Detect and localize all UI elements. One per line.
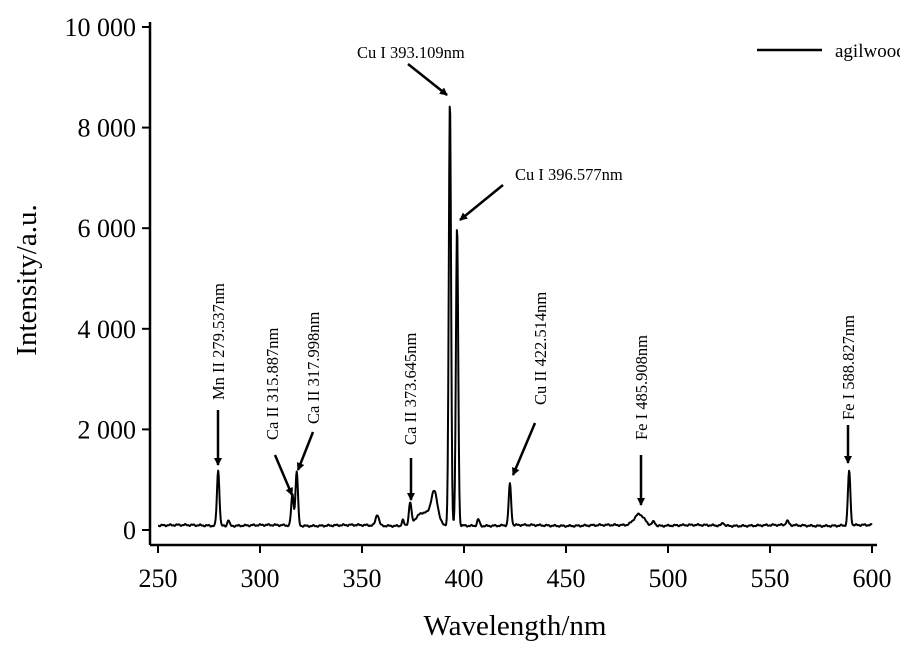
peak-annotation-label: Fe I 588.827nm: [839, 315, 858, 420]
peak-annotation-arrow: [296, 431, 315, 471]
x-tick-label: 250: [139, 564, 178, 593]
x-tick-label: 400: [445, 564, 484, 593]
y-tick-label: 8 000: [78, 114, 137, 143]
x-tick-label: 550: [751, 564, 790, 593]
x-axis-label: Wavelength/nm: [424, 610, 607, 642]
x-tick-label: 300: [241, 564, 280, 593]
peak-annotation-label: Ca II 315.887nm: [263, 328, 282, 440]
series-layer: [157, 105, 873, 528]
y-tick-label: 2 000: [78, 415, 137, 444]
x-tick-label: 450: [547, 564, 586, 593]
axes: 250 300 350 400 450 500 550 600 0 2 000 4 000 6 000…: [65, 13, 892, 593]
x-tick-label: 600: [853, 564, 892, 593]
legend-label-agilwood: agilwood: [835, 41, 900, 62]
peak-annotation-arrow: [407, 63, 448, 96]
peak-annotation-label: Cu I 396.577nm: [515, 165, 623, 184]
peak-annotation-arrow: [273, 454, 294, 496]
annotations-layer: Mn II 279.537nm Ca II 315.887nm Ca II 317.…: [209, 43, 858, 506]
series-line-agilwood: [157, 105, 873, 528]
peak-annotation-arrow: [511, 422, 537, 476]
peak-annotation-label: Cu II 422.514nm: [531, 292, 550, 405]
peak-annotation-label: Ca II 373.645nm: [401, 333, 420, 445]
peak-annotation-label: Ca II 317.998nm: [304, 312, 323, 424]
y-tick-label: 10 000: [65, 13, 137, 42]
peak-annotation-label: Cu I 393.109nm: [357, 43, 465, 62]
x-tick-label: 500: [649, 564, 688, 593]
legend: agilwood: [757, 41, 900, 62]
y-tick-label: 4 000: [78, 315, 137, 344]
peak-annotation-label: Mn II 279.537nm: [209, 283, 228, 400]
x-tick-label: 350: [343, 564, 382, 593]
peak-annotation-label: Fe I 485.908nm: [632, 335, 651, 440]
peak-annotation-arrow: [459, 184, 504, 221]
y-tick-label: 0: [123, 516, 136, 545]
y-axis-label: Intensity/a.u.: [11, 204, 43, 355]
y-tick-label: 6 000: [78, 214, 137, 243]
